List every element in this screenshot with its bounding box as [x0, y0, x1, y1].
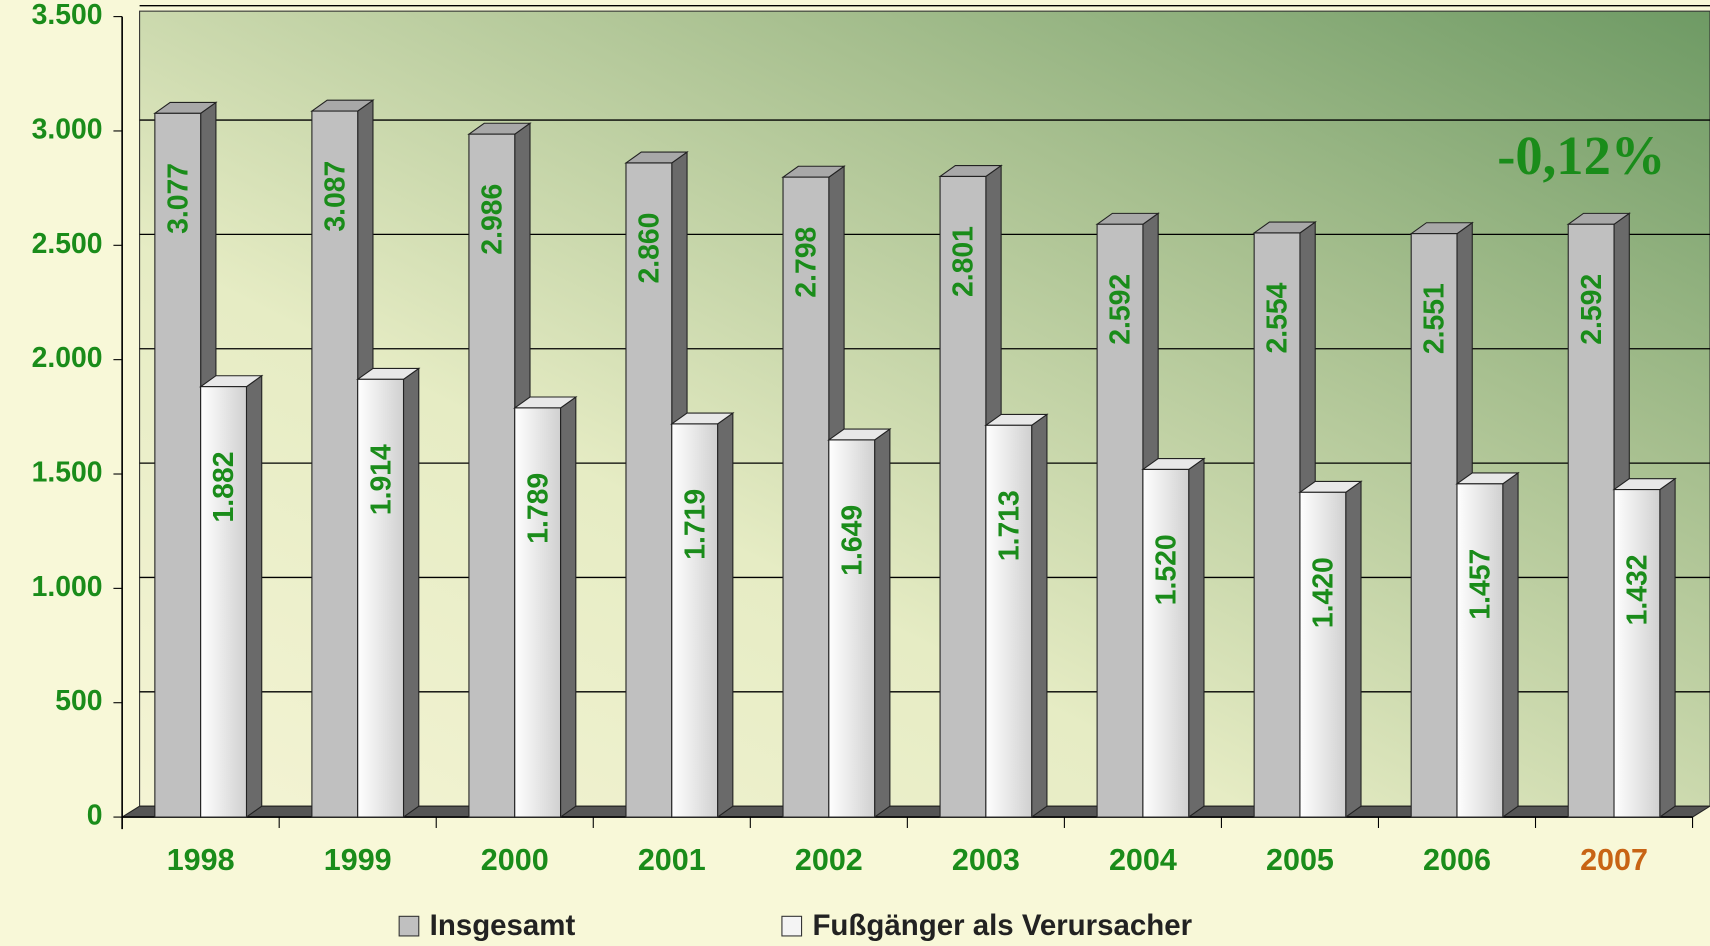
- bar: [1096, 223, 1144, 818]
- bar: [1253, 232, 1301, 818]
- value-label: 2.592: [1105, 274, 1137, 345]
- value-label: 3.087: [319, 161, 351, 232]
- bar: [1456, 483, 1504, 818]
- value-label: 2.801: [948, 226, 980, 297]
- value-label: 1.432: [1622, 554, 1654, 625]
- bar-side: [1031, 413, 1048, 819]
- y-tick-label: 500: [55, 685, 102, 717]
- value-label: 2.554: [1262, 282, 1294, 353]
- value-label: 1.457: [1465, 549, 1497, 620]
- bar-side: [874, 427, 891, 819]
- bar: [1567, 223, 1615, 818]
- bar: [985, 424, 1033, 818]
- value-label: 1.520: [1150, 534, 1182, 605]
- value-label: 1.882: [208, 452, 240, 523]
- y-tick-label: 3.500: [32, 0, 103, 31]
- y-tick-label: 3.000: [32, 113, 103, 145]
- y-tick-label: 0: [87, 800, 103, 832]
- value-label: 2.592: [1576, 274, 1608, 345]
- bar-side: [402, 367, 420, 819]
- bar-side: [1188, 457, 1205, 819]
- bar-side: [717, 411, 734, 819]
- value-label: 2.986: [477, 184, 509, 255]
- x-tick-label: 1999: [324, 843, 392, 877]
- bar: [154, 112, 202, 818]
- value-label: 1.789: [522, 473, 554, 544]
- bar: [1299, 491, 1347, 818]
- value-label: 2.798: [791, 227, 823, 298]
- x-tick-label: 2003: [952, 843, 1020, 877]
- x-tick-label: 2001: [638, 843, 706, 877]
- y-tick-label: 2.500: [32, 228, 103, 260]
- bar: [357, 378, 405, 818]
- bar: [782, 176, 830, 818]
- value-label: 2.551: [1419, 283, 1451, 354]
- x-tick-label: 2002: [795, 843, 863, 877]
- value-label: 1.649: [836, 505, 868, 576]
- x-tick-label: 2006: [1423, 843, 1491, 877]
- legend-swatch: [398, 915, 420, 937]
- x-tick-label: 1998: [167, 843, 235, 877]
- bar-side: [1659, 477, 1676, 819]
- bar-side: [245, 374, 263, 819]
- value-label: 1.420: [1308, 557, 1340, 628]
- bar: [200, 386, 248, 818]
- bar: [1410, 233, 1458, 818]
- bar: [468, 133, 516, 818]
- bar: [939, 175, 987, 818]
- x-tick-label: 2004: [1109, 843, 1177, 877]
- bar: [625, 162, 673, 818]
- bar: [671, 423, 719, 818]
- value-label: 1.719: [679, 489, 711, 560]
- value-label: 1.713: [993, 490, 1025, 561]
- value-label: 3.077: [162, 163, 194, 234]
- legend-label: Fußgänger als Verursacher: [812, 909, 1192, 942]
- y-tick-label: 1.000: [32, 571, 103, 603]
- y-tick-label: 1.500: [32, 456, 103, 488]
- x-tick-label: 2000: [481, 843, 549, 877]
- bar: [1142, 468, 1190, 818]
- x-tick-label: 2007: [1580, 843, 1648, 877]
- bar: [1613, 489, 1661, 818]
- legend-label: Insgesamt: [430, 909, 576, 942]
- y-tick-label: 2.000: [32, 342, 103, 374]
- bar-side: [1502, 471, 1519, 819]
- legend-swatch: [781, 915, 803, 937]
- bar-side: [560, 395, 577, 819]
- bar: [514, 407, 562, 818]
- bar: [311, 110, 359, 818]
- bar-side: [1345, 480, 1362, 819]
- annotation: -0,12%: [1497, 125, 1665, 186]
- value-label: 2.860: [634, 213, 666, 284]
- x-tick-label: 2005: [1266, 843, 1334, 877]
- value-label: 1.914: [365, 444, 397, 515]
- bar: [828, 439, 876, 818]
